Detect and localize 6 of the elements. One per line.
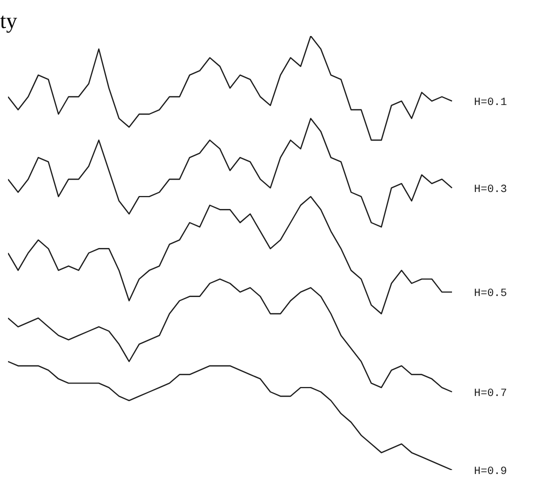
text: H=0.9 xyxy=(474,466,508,478)
text: H=0.1 xyxy=(474,97,508,110)
text: H=0.3 xyxy=(474,184,508,196)
text: H=0.7 xyxy=(474,388,508,400)
text: H=0.5 xyxy=(474,288,508,300)
text: ty xyxy=(0,8,18,34)
